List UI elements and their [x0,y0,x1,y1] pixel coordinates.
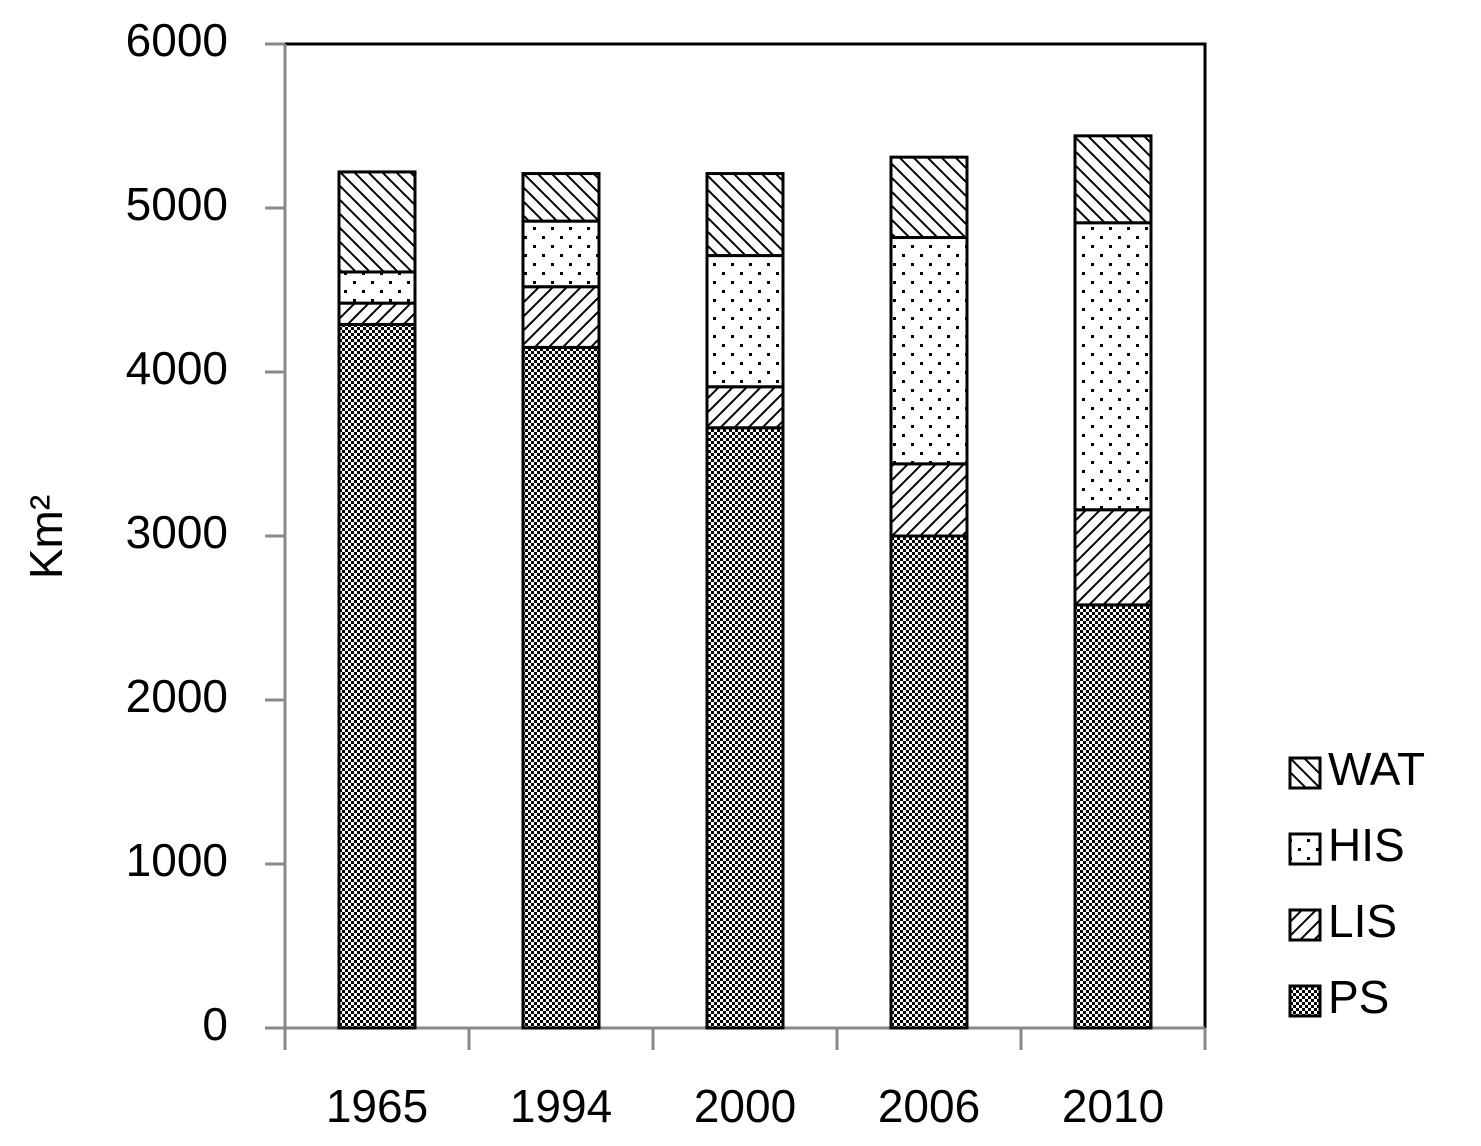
bar-segment [337,170,417,274]
legend-swatch [1288,756,1322,790]
bar-segment [705,254,785,389]
y-tick-label: 3000 [126,506,228,558]
bar-segment [1073,221,1153,512]
bar-segment [889,462,969,538]
bar-segment [1073,508,1153,607]
bar-segment [705,385,785,430]
x-tick-label: 2010 [1062,1080,1164,1132]
legend-label: WAT [1328,743,1425,795]
bar-segment [705,426,785,1030]
y-tick-label: 1000 [126,834,228,886]
bar-segment [521,172,601,223]
x-tick-label: 2000 [694,1080,796,1132]
legend-label: LIS [1328,895,1397,947]
legend-swatch [1288,984,1322,1018]
y-tick-label: 0 [202,998,228,1050]
bar-segment [889,236,969,466]
y-tick-label: 4000 [126,342,228,394]
legend-swatch [1288,832,1322,866]
y-tick-label: 5000 [126,178,228,230]
legend-label: HIS [1328,819,1405,871]
y-tick-label: 6000 [126,14,228,66]
bar-segment [521,219,601,289]
bar-segment [521,285,601,349]
bar-segment [1073,134,1153,225]
bar-segment [889,534,969,1030]
bar-segment [889,155,969,240]
bar-segment [337,270,417,305]
y-tick-label: 2000 [126,670,228,722]
bar-segment [705,172,785,258]
plot-frame [285,42,1207,1028]
x-tick-label: 1965 [326,1080,428,1132]
bar-segment [337,301,417,326]
bar-segment [521,345,601,1030]
legend-label: PS [1328,971,1389,1023]
bar-segment [1073,603,1153,1030]
x-tick-label: 1994 [510,1080,612,1132]
legend-swatch [1288,908,1322,942]
y-axis-title: Km² [20,495,72,579]
x-tick-label: 2006 [878,1080,980,1132]
bar-segment [337,322,417,1030]
